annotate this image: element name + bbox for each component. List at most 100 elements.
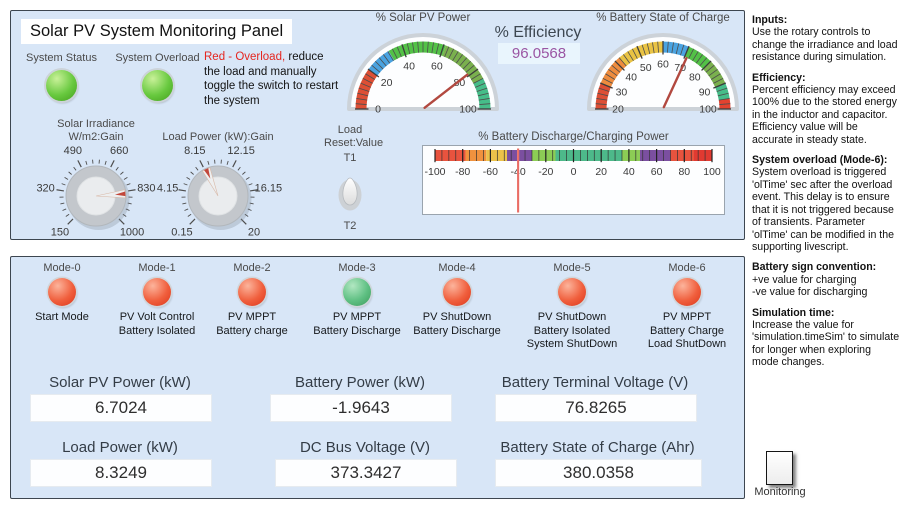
dc-bus-voltage-label: DC Bus Voltage (V) xyxy=(299,439,431,456)
mode-2-indicator: Mode-2 PV MPPT Battery charge xyxy=(197,262,307,338)
svg-text:12.15: 12.15 xyxy=(227,145,255,157)
svg-text:90: 90 xyxy=(699,86,711,98)
note-system-overload: System overload (Mode-6): System overloa… xyxy=(752,154,900,253)
load-power-knob[interactable]: 0.15 4.15 8.15 12.15 16.15 20 xyxy=(140,144,296,248)
note-heading: Efficiency: xyxy=(752,71,806,84)
mode-lamp xyxy=(343,278,371,306)
note-body: +ve value for charging -ve value for dis… xyxy=(752,273,868,299)
svg-text:830: 830 xyxy=(137,183,155,195)
battery-power-value: -1.9643 xyxy=(270,394,452,422)
svg-text:20: 20 xyxy=(381,77,393,89)
note-heading: System overload (Mode-6): xyxy=(752,154,888,167)
system-overload-indicator: System Overload xyxy=(105,52,210,101)
battery-soc-ahr-label: Battery State of Charge (Ahr) xyxy=(500,439,695,456)
svg-text:8.15: 8.15 xyxy=(184,145,205,157)
svg-text:100: 100 xyxy=(699,104,717,116)
load-power-knob-group: Load Power (kW):Gain 0.15 4.15 8.15 12.15 16… xyxy=(140,131,296,248)
svg-text:60: 60 xyxy=(431,61,443,73)
note-simulation-time: Simulation time: Increase the value for … xyxy=(752,307,900,369)
mode-lamp xyxy=(238,278,266,306)
note-heading: Inputs: xyxy=(752,14,788,26)
svg-text:80: 80 xyxy=(454,77,466,89)
mode-lamp xyxy=(673,278,701,306)
svg-text:70: 70 xyxy=(674,62,686,74)
note-efficiency: Efficiency: Percent efficiency may excee… xyxy=(752,72,900,146)
load-power-label: Load Power (kW) xyxy=(62,439,178,456)
efficiency-label: % Efficiency xyxy=(494,24,582,41)
mode-label: Mode-1 xyxy=(138,262,176,274)
mode-desc: PV ShutDown Battery Isolated System ShutDo… xyxy=(526,311,618,350)
overload-warning-body: reduce the load and manually toggle the … xyxy=(204,51,339,107)
svg-text:4.15: 4.15 xyxy=(157,183,178,195)
solar-pv-power-label: Solar PV Power (kW) xyxy=(49,374,191,391)
note-battery-sign: Battery sign convention: +ve value for c… xyxy=(752,261,900,298)
svg-text:40: 40 xyxy=(403,61,415,73)
mode-label: Mode-2 xyxy=(233,262,271,274)
toggle-top-label: T1 xyxy=(343,152,357,164)
monitoring-block[interactable] xyxy=(766,451,793,485)
svg-text:0: 0 xyxy=(375,104,381,116)
svg-text:30: 30 xyxy=(616,86,628,98)
mode-lamp xyxy=(558,278,586,306)
solar-irradiance-knob-title-1: Solar Irradiance xyxy=(57,118,135,130)
mode-3-indicator: Mode-3 PV MPPT Battery Discharge xyxy=(302,262,412,338)
dc-bus-voltage-value: 373.3427 xyxy=(275,459,457,487)
mode-lamp xyxy=(443,278,471,306)
efficiency-value: 96.0568 xyxy=(498,43,580,64)
battery-soc-ahr-value: 380.0358 xyxy=(495,459,702,487)
solar-irradiance-knob[interactable]: 150 320 490 660 830 1000 xyxy=(18,144,174,248)
mode-label: Mode-0 xyxy=(43,262,81,274)
svg-text:-80: -80 xyxy=(455,166,470,178)
monitoring-label: Monitoring xyxy=(754,486,806,498)
svg-text:0: 0 xyxy=(571,166,577,178)
battery-power-gauge-title: % Battery Discharge/Charging Power xyxy=(478,131,669,143)
svg-text:490: 490 xyxy=(64,145,82,157)
note-inputs: Inputs: Use the rotary controls to chang… xyxy=(752,14,900,64)
svg-text:40: 40 xyxy=(625,72,637,84)
battery-terminal-voltage-label: Battery Terminal Voltage (V) xyxy=(501,374,689,391)
note-heading: Battery sign convention: xyxy=(752,261,877,274)
battery-terminal-voltage-value: 76.8265 xyxy=(495,394,697,422)
battery-power-label: Battery Power (kW) xyxy=(294,374,426,391)
svg-text:100: 100 xyxy=(459,104,477,116)
load-reset-label-1: Load xyxy=(337,124,363,136)
mode-1-indicator: Mode-1 PV Volt Control Battery Isolated xyxy=(102,262,212,338)
svg-text:16.15: 16.15 xyxy=(255,183,283,195)
load-reset-toggle-switch[interactable] xyxy=(335,174,365,216)
note-body: Use the rotary controls to change the ir… xyxy=(752,26,898,64)
svg-text:-100: -100 xyxy=(424,166,445,178)
pv-power-gauge: 0 20 40 60 80 100 xyxy=(347,33,499,116)
note-heading: Simulation time: xyxy=(752,306,835,319)
toggle-knob[interactable] xyxy=(342,177,358,205)
load-reset-toggle-group: Load Reset:Value T1 T2 xyxy=(324,124,383,232)
svg-text:-60: -60 xyxy=(483,166,498,178)
bottom-panel xyxy=(10,256,745,499)
svg-text:40: 40 xyxy=(623,166,635,178)
svg-text:1000: 1000 xyxy=(120,227,144,239)
load-power-value: 8.3249 xyxy=(30,459,212,487)
system-overload-led xyxy=(142,70,173,101)
battery-soc-gauge-title: % Battery State of Charge xyxy=(596,12,730,24)
overload-warning-highlight: Red - Overload, xyxy=(204,51,286,63)
mode-6-indicator: Mode-6 PV MPPT Battery Charge Load ShutDow… xyxy=(632,262,742,352)
note-body: Increase the value for 'simulation.timeS… xyxy=(752,318,900,369)
solar-irradiance-knob-title-2: W/m2:Gain xyxy=(68,131,124,143)
mode-desc: PV Volt Control Battery Isolated xyxy=(118,311,196,337)
mode-desc: PV MPPT Battery Charge Load ShutDown xyxy=(647,311,727,350)
svg-text:660: 660 xyxy=(110,145,128,157)
system-status-led xyxy=(46,70,77,101)
svg-text:60: 60 xyxy=(657,59,669,71)
system-overload-label: System Overload xyxy=(115,52,200,64)
mode-5-indicator: Mode-5 PV ShutDown Battery Isolated System… xyxy=(517,262,627,352)
svg-text:100: 100 xyxy=(703,166,721,178)
sidebar-notes: Inputs: Use the rotary controls to chang… xyxy=(752,14,900,377)
svg-text:80: 80 xyxy=(689,72,701,84)
mode-0-indicator: Mode-0 Start Mode xyxy=(7,262,117,325)
load-power-knob-title: Load Power (kW):Gain xyxy=(162,131,274,143)
svg-text:50: 50 xyxy=(640,62,652,74)
mode-desc: PV MPPT Battery charge xyxy=(216,311,288,337)
page-title: Solar PV System Monitoring Panel xyxy=(21,19,293,44)
